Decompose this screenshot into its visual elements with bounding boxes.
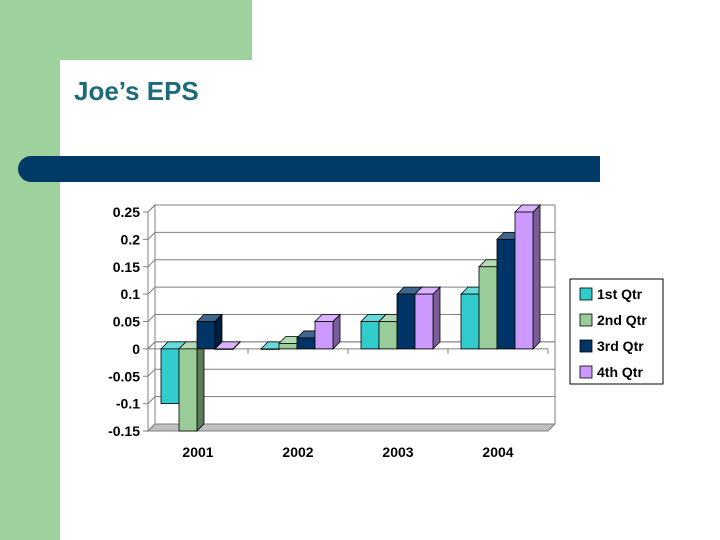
bar-front [360,321,380,350]
gridline [147,204,555,213]
bar-side [532,204,541,350]
legend-label: 2nd Qtr [597,312,647,328]
y-tick-label: 0 [132,341,140,357]
bar [314,313,341,350]
bar-front [514,211,534,350]
y-tick-label: 0.05 [113,314,140,330]
bars [160,204,541,432]
x-tick-label: 2004 [482,444,513,460]
y-tick-label: 0.25 [113,204,140,220]
bar-front [196,321,216,350]
bar-front [296,337,316,350]
slide-title: Joe’s EPS [74,76,199,106]
bar-side [196,340,205,432]
x-tick-label: 2002 [282,444,313,460]
y-tick-label: 0.2 [121,231,141,247]
bar [214,340,241,351]
gridline [147,231,555,240]
bar-front [178,348,198,432]
bar [196,313,223,350]
title-panel [60,60,720,160]
y-axis: 0.25 0.2 0.15 0.1 0.05 0 -0.05 -0.1 -0.15 [108,204,149,439]
legend-label: 1st Qtr [597,286,643,302]
plot-floor [146,423,557,432]
legend-label: 3rd Qtr [597,338,644,354]
bar-front [314,321,334,350]
gridline [147,368,555,377]
y-tick-label: 0.15 [113,259,140,275]
x-tick-label: 2001 [182,444,213,460]
y-tick-label: 0.1 [121,286,141,302]
legend-swatch [579,287,593,301]
bar-front [160,348,180,405]
legend-label: 4th Qtr [597,364,643,380]
bar-front [378,321,398,350]
bar-front [478,266,498,350]
legend-item: 1st Qtr [579,286,643,302]
legend-swatch [579,365,593,379]
title-underline-bar [18,156,600,182]
y-tick-label: -0.1 [116,396,140,412]
legend: 1st Qtr 2nd Qtr 3rd Qtr 4th Qtr [569,278,664,385]
bar-front [414,293,434,350]
legend-item: 4th Qtr [579,364,643,380]
gridline [147,396,555,404]
bar-front [214,348,234,350]
gridline [147,259,555,268]
legend-swatch [579,339,593,353]
legend-swatch [579,313,593,327]
bar-front [396,293,416,350]
bar-front [496,238,516,350]
bar-front [278,342,298,350]
bar [178,340,205,432]
bar [514,204,541,350]
y-tick-label: -0.05 [108,368,140,384]
y-tick-label: -0.15 [108,423,140,439]
legend-item: 3rd Qtr [579,338,644,354]
bar-side [432,286,441,350]
x-tick-label: 2003 [382,444,413,460]
bar [414,286,441,350]
bar-front [460,293,480,350]
decorative-green-band-left [0,0,60,540]
bar-front [260,348,280,350]
legend-item: 2nd Qtr [579,312,647,328]
gridline [147,423,555,432]
